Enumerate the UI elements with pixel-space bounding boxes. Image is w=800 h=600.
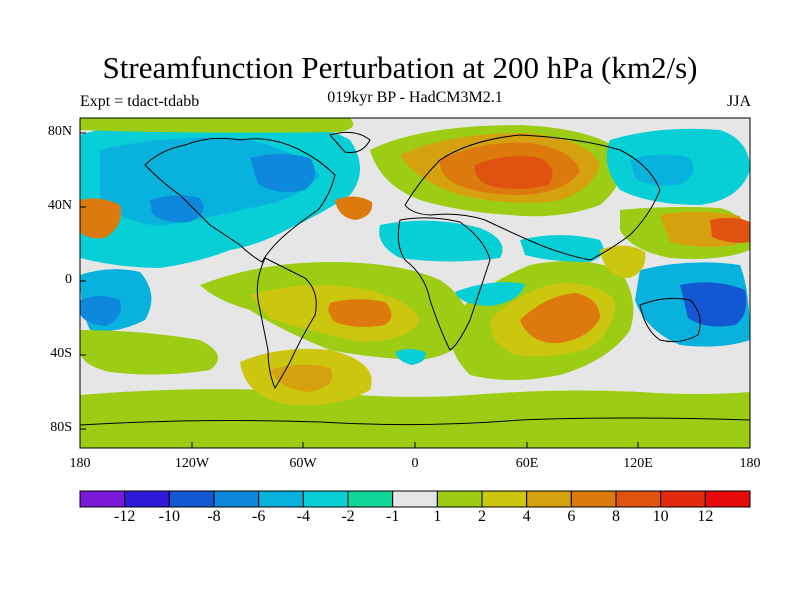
lat-label-40n: 40N (12, 198, 72, 214)
colorbar-swatch (571, 491, 616, 507)
region-south-indian-band (580, 401, 670, 425)
colorbar-swatch (437, 491, 482, 507)
colorbar-swatch (482, 491, 527, 507)
colorbar-swatch (616, 491, 661, 507)
colorbar-swatch (214, 491, 259, 507)
colorbar-swatch (169, 491, 214, 507)
colorbar-swatch (661, 491, 706, 507)
lat-label-80n: 80N (12, 124, 72, 140)
colorbar (80, 491, 750, 507)
lat-label-0: 0 (12, 272, 72, 288)
colorbar-label: 10 (641, 508, 681, 526)
lon-label-120e: 120E (608, 456, 668, 472)
colorbar-swatch (527, 491, 572, 507)
colorbar-swatch (259, 491, 304, 507)
lon-label-180w: 180 (50, 456, 110, 472)
colorbar-swatch (393, 491, 438, 507)
colorbar-swatch (348, 491, 393, 507)
colorbar-label: 12 (685, 508, 725, 526)
lon-label-60w: 60W (273, 456, 333, 472)
colorbar-swatch (303, 491, 348, 507)
colorbar-label: 4 (507, 508, 547, 526)
colorbar-swatch (125, 491, 170, 507)
colorbar-label: -8 (194, 508, 234, 526)
colorbar-label: -1 (373, 508, 413, 526)
region-arctic-band (80, 118, 353, 133)
lon-label-180e: 180 (720, 456, 780, 472)
streamfunction-field (80, 118, 750, 448)
lat-label-40s: 40S (12, 346, 72, 362)
colorbar-swatch (80, 491, 125, 507)
lat-label-80s: 80S (12, 420, 72, 436)
region-eurasia-max (475, 156, 553, 189)
colorbar-label: -12 (105, 508, 145, 526)
colorbar-label: 8 (596, 508, 636, 526)
lon-label-0: 0 (385, 456, 445, 472)
colorbar-label: 1 (417, 508, 457, 526)
colorbar-swatch (705, 491, 750, 507)
lon-label-60e: 60E (497, 456, 557, 472)
colorbar-label: 6 (551, 508, 591, 526)
colorbar-label: -2 (328, 508, 368, 526)
colorbar-label: -10 (149, 508, 189, 526)
lon-label-120w: 120W (162, 456, 222, 472)
colorbar-label: -4 (283, 508, 323, 526)
colorbar-label: 2 (462, 508, 502, 526)
region-atlantic-max (328, 299, 391, 327)
colorbar-label: -6 (239, 508, 279, 526)
